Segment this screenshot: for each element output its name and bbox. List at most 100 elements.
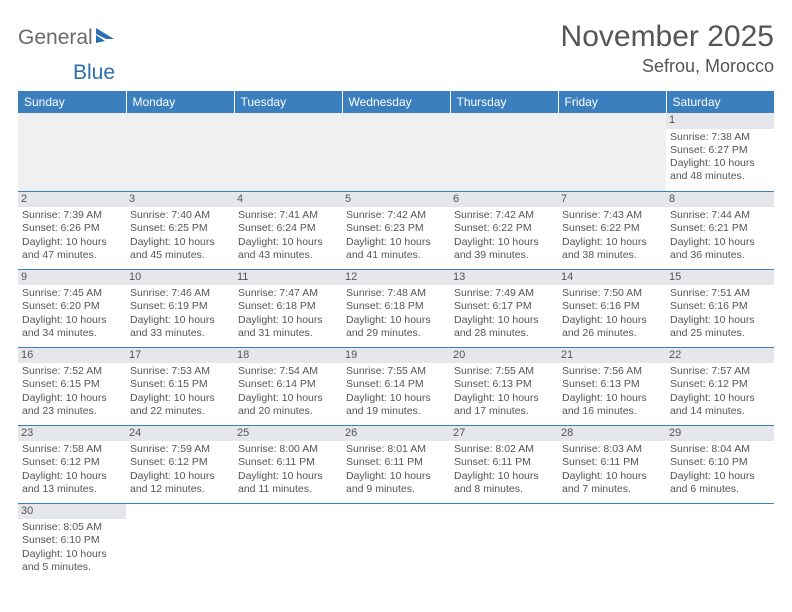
day-cell <box>666 503 774 581</box>
calendar-table: Sunday Monday Tuesday Wednesday Thursday… <box>18 91 774 581</box>
day-cell: 11Sunrise: 7:47 AMSunset: 6:18 PMDayligh… <box>234 269 342 347</box>
day-number: 14 <box>558 270 666 286</box>
day-info: Sunrise: 8:04 AMSunset: 6:10 PMDaylight:… <box>670 443 770 496</box>
day-info: Sunrise: 7:43 AMSunset: 6:22 PMDaylight:… <box>562 209 662 262</box>
day-info: Sunrise: 7:46 AMSunset: 6:19 PMDaylight:… <box>130 287 230 340</box>
day-cell: 20Sunrise: 7:55 AMSunset: 6:13 PMDayligh… <box>450 347 558 425</box>
day-info: Sunrise: 7:58 AMSunset: 6:12 PMDaylight:… <box>22 443 122 496</box>
day-info: Sunrise: 7:42 AMSunset: 6:22 PMDaylight:… <box>454 209 554 262</box>
day-info: Sunrise: 7:48 AMSunset: 6:18 PMDaylight:… <box>346 287 446 340</box>
day-number: 25 <box>234 426 342 442</box>
day-number: 24 <box>126 426 234 442</box>
day-number: 10 <box>126 270 234 286</box>
day-number: 4 <box>234 192 342 208</box>
day-info: Sunrise: 7:40 AMSunset: 6:25 PMDaylight:… <box>130 209 230 262</box>
day-number: 6 <box>450 192 558 208</box>
day-cell: 3Sunrise: 7:40 AMSunset: 6:25 PMDaylight… <box>126 191 234 269</box>
week-row: 16Sunrise: 7:52 AMSunset: 6:15 PMDayligh… <box>18 347 774 425</box>
col-wednesday: Wednesday <box>342 91 450 113</box>
logo-text-general: General <box>18 26 93 50</box>
day-number: 17 <box>126 348 234 364</box>
day-info: Sunrise: 7:56 AMSunset: 6:13 PMDaylight:… <box>562 365 662 418</box>
day-cell: 7Sunrise: 7:43 AMSunset: 6:22 PMDaylight… <box>558 191 666 269</box>
day-cell <box>18 113 126 191</box>
day-info: Sunrise: 7:42 AMSunset: 6:23 PMDaylight:… <box>346 209 446 262</box>
week-row: 9Sunrise: 7:45 AMSunset: 6:20 PMDaylight… <box>18 269 774 347</box>
header-row: Sunday Monday Tuesday Wednesday Thursday… <box>18 91 774 113</box>
col-monday: Monday <box>126 91 234 113</box>
day-cell <box>558 503 666 581</box>
day-info: Sunrise: 7:39 AMSunset: 6:26 PMDaylight:… <box>22 209 122 262</box>
day-cell <box>342 503 450 581</box>
day-cell: 15Sunrise: 7:51 AMSunset: 6:16 PMDayligh… <box>666 269 774 347</box>
day-info: Sunrise: 7:54 AMSunset: 6:14 PMDaylight:… <box>238 365 338 418</box>
col-tuesday: Tuesday <box>234 91 342 113</box>
day-info: Sunrise: 7:59 AMSunset: 6:12 PMDaylight:… <box>130 443 230 496</box>
day-number: 15 <box>666 270 774 286</box>
logo: General <box>18 20 119 50</box>
day-cell: 13Sunrise: 7:49 AMSunset: 6:17 PMDayligh… <box>450 269 558 347</box>
day-info: Sunrise: 7:45 AMSunset: 6:20 PMDaylight:… <box>22 287 122 340</box>
day-number: 3 <box>126 192 234 208</box>
day-number: 18 <box>234 348 342 364</box>
day-cell: 21Sunrise: 7:56 AMSunset: 6:13 PMDayligh… <box>558 347 666 425</box>
day-number: 29 <box>666 426 774 442</box>
day-number: 23 <box>18 426 126 442</box>
day-info: Sunrise: 8:01 AMSunset: 6:11 PMDaylight:… <box>346 443 446 496</box>
col-sunday: Sunday <box>18 91 126 113</box>
day-number: 8 <box>666 192 774 208</box>
day-cell <box>450 113 558 191</box>
day-cell: 6Sunrise: 7:42 AMSunset: 6:22 PMDaylight… <box>450 191 558 269</box>
day-cell: 16Sunrise: 7:52 AMSunset: 6:15 PMDayligh… <box>18 347 126 425</box>
day-info: Sunrise: 7:50 AMSunset: 6:16 PMDaylight:… <box>562 287 662 340</box>
col-thursday: Thursday <box>450 91 558 113</box>
day-number: 26 <box>342 426 450 442</box>
day-number: 9 <box>18 270 126 286</box>
day-info: Sunrise: 7:47 AMSunset: 6:18 PMDaylight:… <box>238 287 338 340</box>
day-info: Sunrise: 7:57 AMSunset: 6:12 PMDaylight:… <box>670 365 770 418</box>
day-info: Sunrise: 7:49 AMSunset: 6:17 PMDaylight:… <box>454 287 554 340</box>
day-cell: 18Sunrise: 7:54 AMSunset: 6:14 PMDayligh… <box>234 347 342 425</box>
day-number: 1 <box>666 113 774 129</box>
day-number: 19 <box>342 348 450 364</box>
day-info: Sunrise: 7:38 AMSunset: 6:27 PMDaylight:… <box>670 131 770 184</box>
day-cell: 27Sunrise: 8:02 AMSunset: 6:11 PMDayligh… <box>450 425 558 503</box>
day-number: 12 <box>342 270 450 286</box>
day-cell: 12Sunrise: 7:48 AMSunset: 6:18 PMDayligh… <box>342 269 450 347</box>
day-cell: 10Sunrise: 7:46 AMSunset: 6:19 PMDayligh… <box>126 269 234 347</box>
day-number: 27 <box>450 426 558 442</box>
day-info: Sunrise: 8:05 AMSunset: 6:10 PMDaylight:… <box>22 521 122 574</box>
day-info: Sunrise: 8:00 AMSunset: 6:11 PMDaylight:… <box>238 443 338 496</box>
day-number: 11 <box>234 270 342 286</box>
week-row: 30Sunrise: 8:05 AMSunset: 6:10 PMDayligh… <box>18 503 774 581</box>
day-cell: 14Sunrise: 7:50 AMSunset: 6:16 PMDayligh… <box>558 269 666 347</box>
day-number: 7 <box>558 192 666 208</box>
col-friday: Friday <box>558 91 666 113</box>
day-cell: 19Sunrise: 7:55 AMSunset: 6:14 PMDayligh… <box>342 347 450 425</box>
day-number: 20 <box>450 348 558 364</box>
day-info: Sunrise: 7:52 AMSunset: 6:15 PMDaylight:… <box>22 365 122 418</box>
week-row: 23Sunrise: 7:58 AMSunset: 6:12 PMDayligh… <box>18 425 774 503</box>
day-number: 2 <box>18 192 126 208</box>
day-cell: 30Sunrise: 8:05 AMSunset: 6:10 PMDayligh… <box>18 503 126 581</box>
day-number: 5 <box>342 192 450 208</box>
logo-text-blue: Blue <box>73 61 792 85</box>
day-number: 28 <box>558 426 666 442</box>
day-number: 21 <box>558 348 666 364</box>
day-info: Sunrise: 7:51 AMSunset: 6:16 PMDaylight:… <box>670 287 770 340</box>
day-cell <box>234 503 342 581</box>
day-cell: 17Sunrise: 7:53 AMSunset: 6:15 PMDayligh… <box>126 347 234 425</box>
day-cell: 22Sunrise: 7:57 AMSunset: 6:12 PMDayligh… <box>666 347 774 425</box>
col-saturday: Saturday <box>666 91 774 113</box>
day-cell: 23Sunrise: 7:58 AMSunset: 6:12 PMDayligh… <box>18 425 126 503</box>
day-cell: 9Sunrise: 7:45 AMSunset: 6:20 PMDaylight… <box>18 269 126 347</box>
day-cell: 1 Sunrise: 7:38 AMSunset: 6:27 PMDaylight… <box>666 113 774 191</box>
month-title: November 2025 <box>561 20 774 54</box>
day-cell <box>558 113 666 191</box>
day-number: 16 <box>18 348 126 364</box>
day-info: Sunrise: 7:53 AMSunset: 6:15 PMDaylight:… <box>130 365 230 418</box>
day-number: 13 <box>450 270 558 286</box>
day-cell: 24Sunrise: 7:59 AMSunset: 6:12 PMDayligh… <box>126 425 234 503</box>
day-info: Sunrise: 7:55 AMSunset: 6:14 PMDaylight:… <box>346 365 446 418</box>
day-number: 22 <box>666 348 774 364</box>
